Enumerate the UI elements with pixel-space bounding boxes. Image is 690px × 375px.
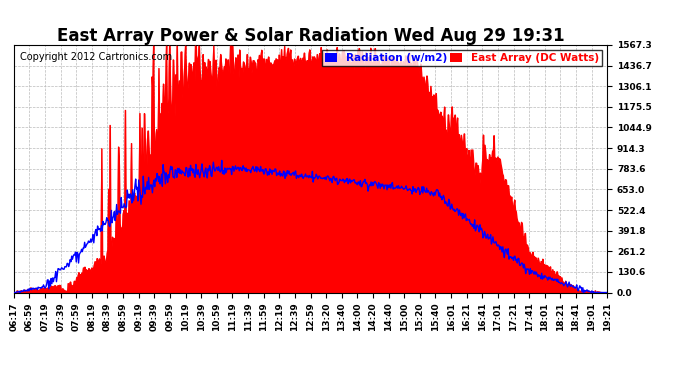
Text: Copyright 2012 Cartronics.com: Copyright 2012 Cartronics.com: [20, 53, 172, 62]
Legend: Radiation (w/m2), East Array (DC Watts): Radiation (w/m2), East Array (DC Watts): [322, 50, 602, 66]
Title: East Array Power & Solar Radiation Wed Aug 29 19:31: East Array Power & Solar Radiation Wed A…: [57, 27, 564, 45]
